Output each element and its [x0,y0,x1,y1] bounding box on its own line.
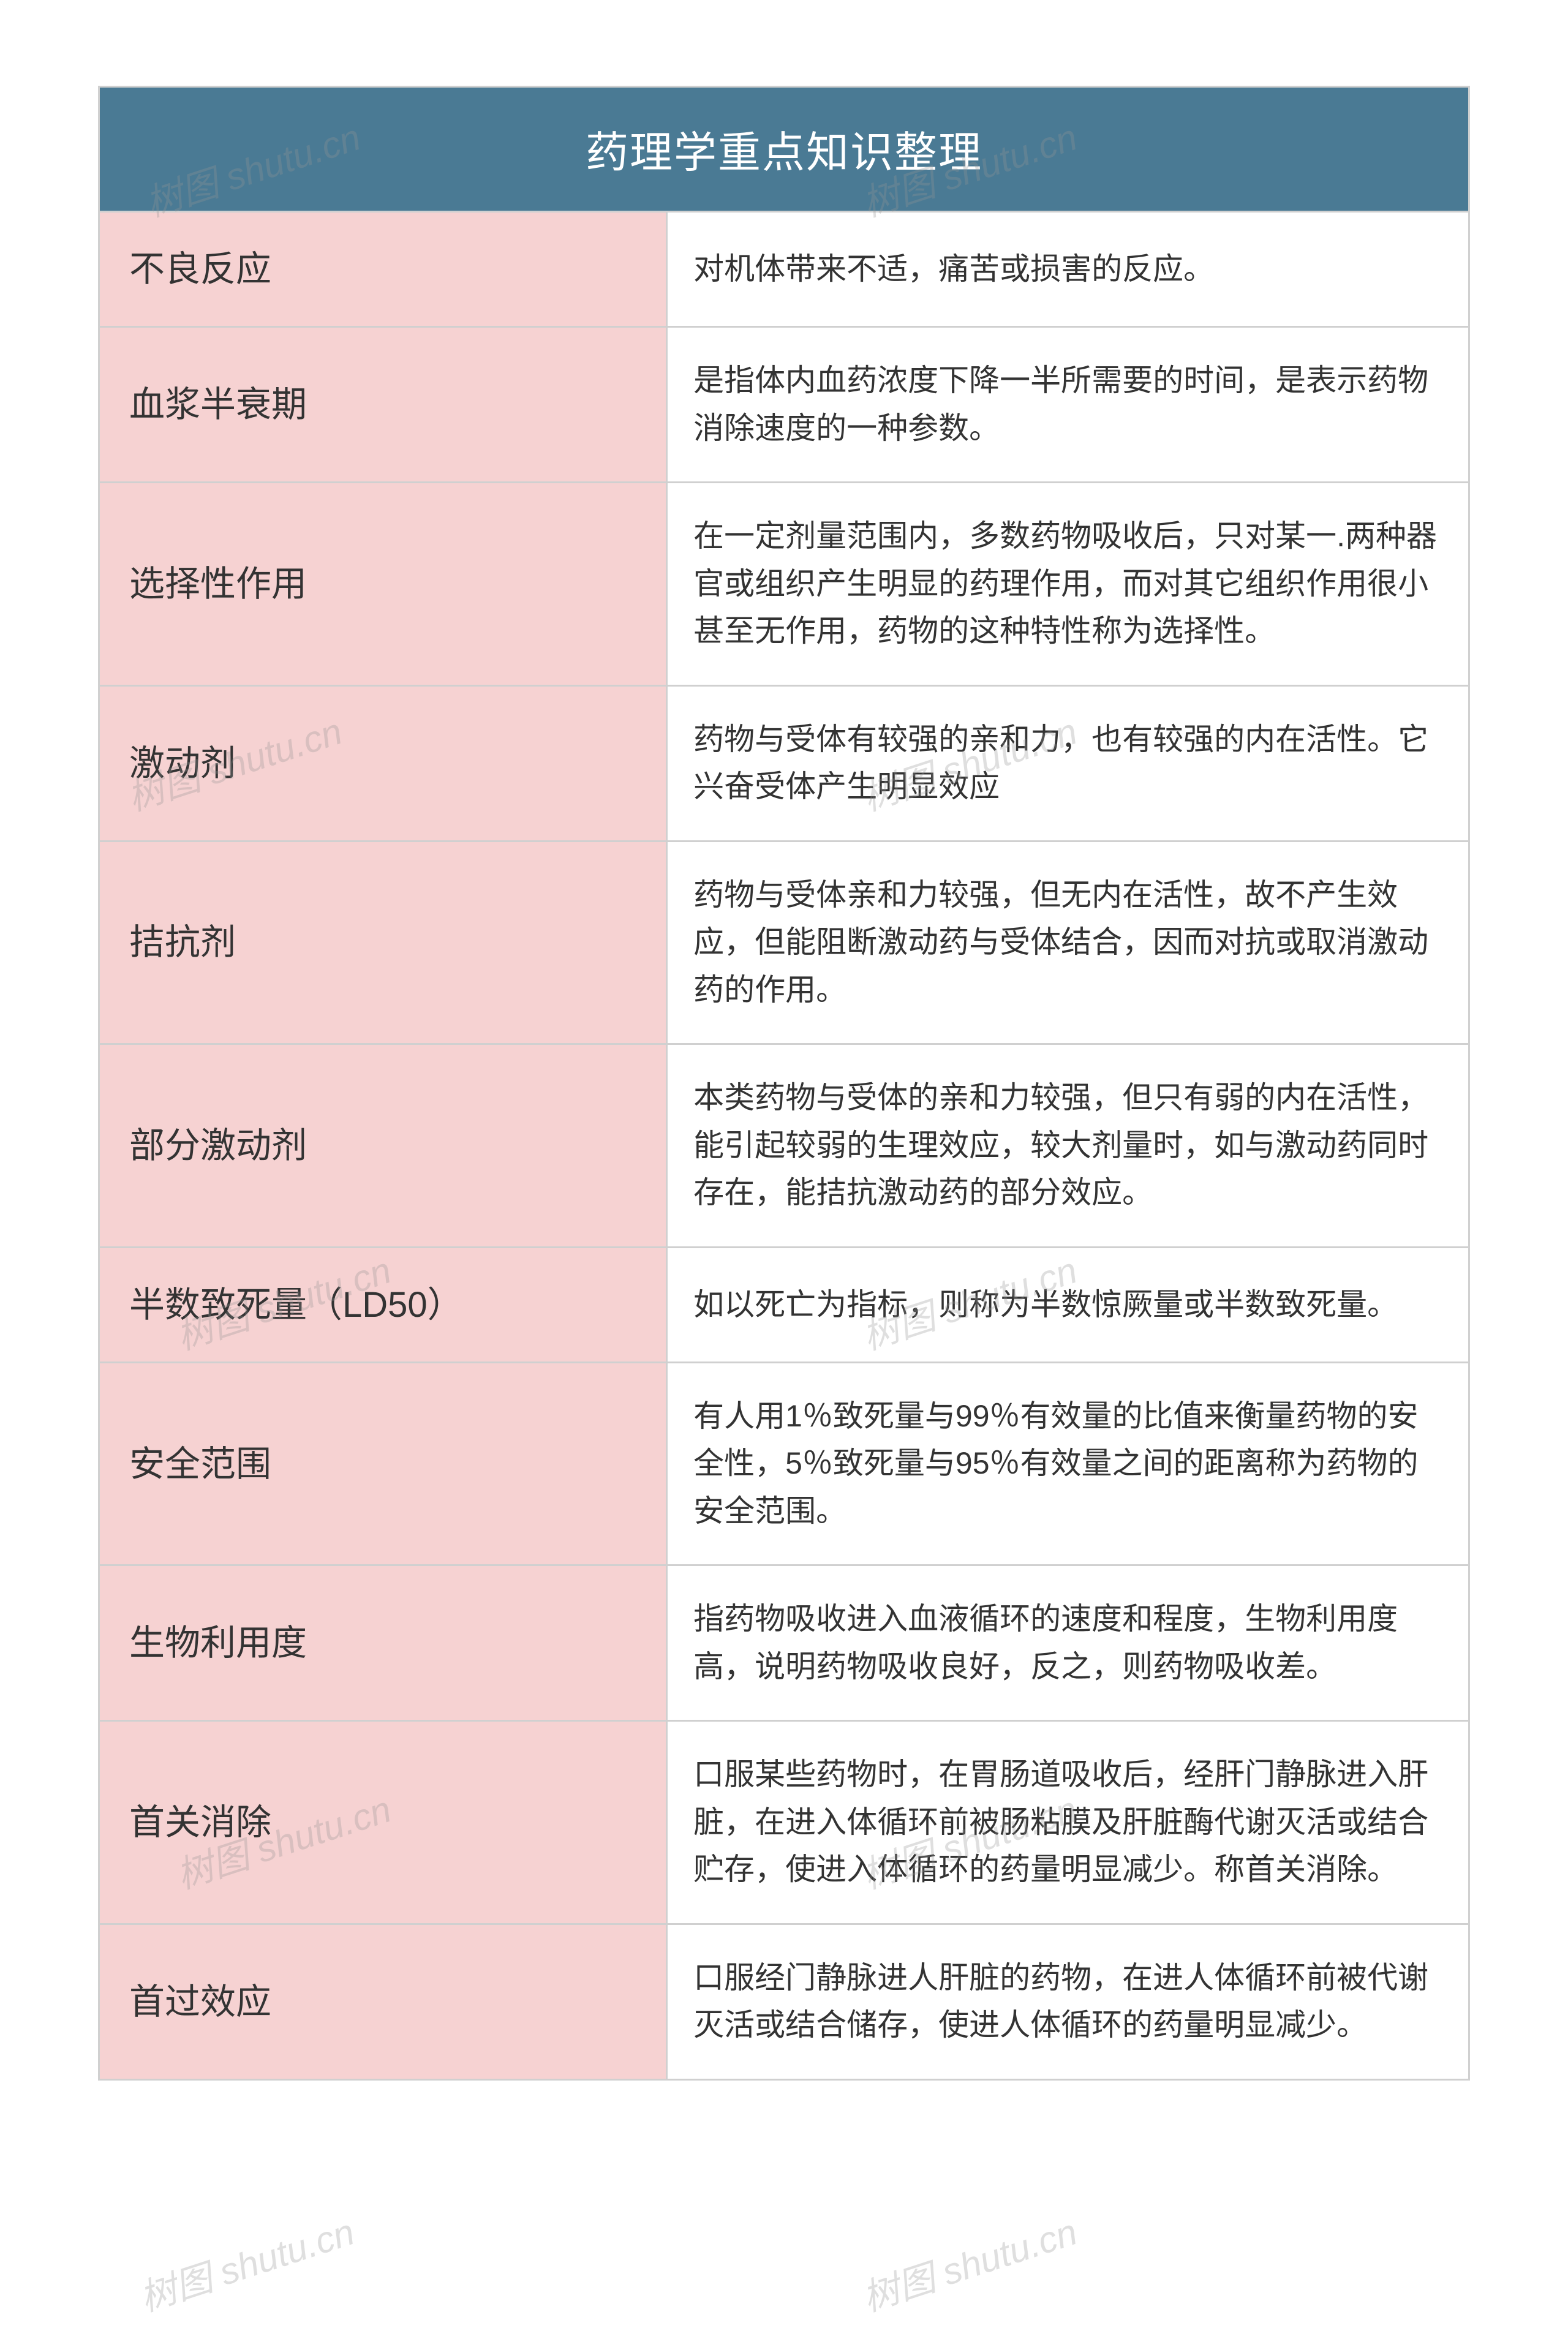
term-cell: 拮抗剂 [100,842,668,1044]
term-cell: 首关消除 [100,1722,668,1923]
table-title: 药理学重点知识整理 [100,88,1468,211]
table-row: 安全范围有人用1％致死量与99％有效量的比值来衡量药物的安全性，5％致死量与95… [100,1362,1468,1565]
table-row: 半数致死量（LD50）如以死亡为指标，则称为半数惊厥量或半数致死量。 [100,1246,1468,1362]
definition-cell: 指药物吸收进入血液循环的速度和程度，生物利用度高，说明药物吸收良好，反之，则药物… [668,1566,1468,1720]
definition-cell: 口服经门静脉进人肝脏的药物，在进人体循环前被代谢灭活或结合储存，使进人体循环的药… [668,1925,1468,2079]
term-cell: 生物利用度 [100,1566,668,1720]
definition-cell: 是指体内血药浓度下降一半所需要的时间，是表示药物消除速度的一种参数。 [668,328,1468,481]
definition-cell: 有人用1％致死量与99％有效量的比值来衡量药物的安全性，5％致死量与95％有效量… [668,1363,1468,1565]
definition-cell: 在一定剂量范围内，多数药物吸收后，只对某一.两种器官或组织产生明显的药理作用，而… [668,483,1468,685]
term-cell: 血浆半衰期 [100,328,668,481]
table-row: 选择性作用在一定剂量范围内，多数药物吸收后，只对某一.两种器官或组织产生明显的药… [100,481,1468,685]
table-row: 血浆半衰期是指体内血药浓度下降一半所需要的时间，是表示药物消除速度的一种参数。 [100,326,1468,481]
term-cell: 安全范围 [100,1363,668,1565]
table-row: 首关消除口服某些药物时，在胃肠道吸收后，经肝门静脉进入肝脏，在进入体循环前被肠粘… [100,1720,1468,1923]
term-cell: 半数致死量（LD50） [100,1248,668,1362]
definition-cell: 对机体带来不适，痛苦或损害的反应。 [668,213,1468,326]
watermark: 树图 shutu.cn [132,2202,360,2322]
table-row: 拮抗剂药物与受体亲和力较强，但无内在活性，故不产生效应，但能阻断激动药与受体结合… [100,840,1468,1044]
watermark: 树图 shutu.cn [854,2202,1083,2322]
table-row: 部分激动剂本类药物与受体的亲和力较强，但只有弱的内在活性，能引起较弱的生理效应，… [100,1043,1468,1246]
term-cell: 激动剂 [100,687,668,840]
definition-cell: 本类药物与受体的亲和力较强，但只有弱的内在活性，能引起较弱的生理效应，较大剂量时… [668,1045,1468,1246]
term-cell: 选择性作用 [100,483,668,685]
definition-cell: 如以死亡为指标，则称为半数惊厥量或半数致死量。 [668,1248,1468,1362]
table-body: 不良反应对机体带来不适，痛苦或损害的反应。血浆半衰期是指体内血药浓度下降一半所需… [100,211,1468,2079]
table-row: 首过效应口服经门静脉进人肝脏的药物，在进人体循环前被代谢灭活或结合储存，使进人体… [100,1923,1468,2079]
pharmacology-table: 药理学重点知识整理 不良反应对机体带来不适，痛苦或损害的反应。血浆半衰期是指体内… [98,86,1470,2081]
definition-cell: 药物与受体亲和力较强，但无内在活性，故不产生效应，但能阻断激动药与受体结合，因而… [668,842,1468,1044]
table-row: 不良反应对机体带来不适，痛苦或损害的反应。 [100,211,1468,326]
table-row: 激动剂药物与受体有较强的亲和力，也有较强的内在活性。它兴奋受体产生明显效应 [100,685,1468,840]
term-cell: 首过效应 [100,1925,668,2079]
term-cell: 不良反应 [100,213,668,326]
definition-cell: 药物与受体有较强的亲和力，也有较强的内在活性。它兴奋受体产生明显效应 [668,687,1468,840]
table-row: 生物利用度指药物吸收进入血液循环的速度和程度，生物利用度高，说明药物吸收良好，反… [100,1564,1468,1720]
definition-cell: 口服某些药物时，在胃肠道吸收后，经肝门静脉进入肝脏，在进入体循环前被肠粘膜及肝脏… [668,1722,1468,1923]
term-cell: 部分激动剂 [100,1045,668,1246]
